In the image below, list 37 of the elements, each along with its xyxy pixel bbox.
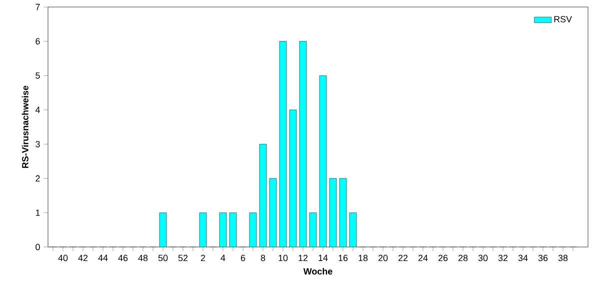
y-axis-title: RS-Virusnachweise [22, 86, 28, 168]
x-tick-label: 30 [478, 254, 488, 262]
x-tick-label: 40 [58, 254, 68, 262]
x-axis-title: Woche [303, 268, 332, 275]
x-tick-label: 52 [178, 254, 188, 262]
x-tick-label: 46 [118, 254, 128, 262]
x-tick-label: 18 [358, 254, 368, 262]
x-tick-label: 48 [138, 254, 148, 262]
y-tick-label: 1 [36, 210, 40, 216]
y-tick-label: 2 [36, 175, 40, 182]
x-tick-label: 12 [298, 254, 308, 262]
y-tick-label: 4 [35, 106, 40, 113]
x-tick-label: 44 [98, 254, 108, 261]
x-tick-label: 20 [378, 254, 388, 262]
x-tick-label: 24 [418, 254, 428, 262]
x-tick-label: 16 [338, 254, 348, 262]
x-tick-label: 4 [220, 254, 226, 261]
x-tick-label: 28 [458, 254, 468, 262]
x-tick-label: 2 [200, 254, 206, 262]
x-tick-label: 32 [498, 254, 508, 262]
x-tick-label: 26 [438, 254, 448, 262]
x-tick-label: 42 [78, 254, 88, 262]
x-tick-label: 10 [278, 254, 288, 262]
x-tick-label: 50 [158, 254, 168, 262]
y-tick-label: 3 [36, 140, 40, 148]
y-tick-label: 6 [36, 38, 40, 44]
x-tick-label: 22 [398, 254, 408, 262]
y-tick-label: 5 [36, 72, 40, 79]
x-tick-label: 36 [538, 254, 548, 262]
y-tick-label: 0 [36, 244, 40, 250]
x-tick-label: 34 [518, 254, 528, 262]
x-tick-label: 6 [240, 254, 246, 262]
legend-label: RSV [554, 16, 572, 22]
x-tick-label: 8 [260, 254, 266, 262]
x-tick-label: 14 [318, 254, 328, 261]
y-tick-label: 7 [36, 4, 40, 10]
x-tick-label: 38 [558, 254, 568, 262]
